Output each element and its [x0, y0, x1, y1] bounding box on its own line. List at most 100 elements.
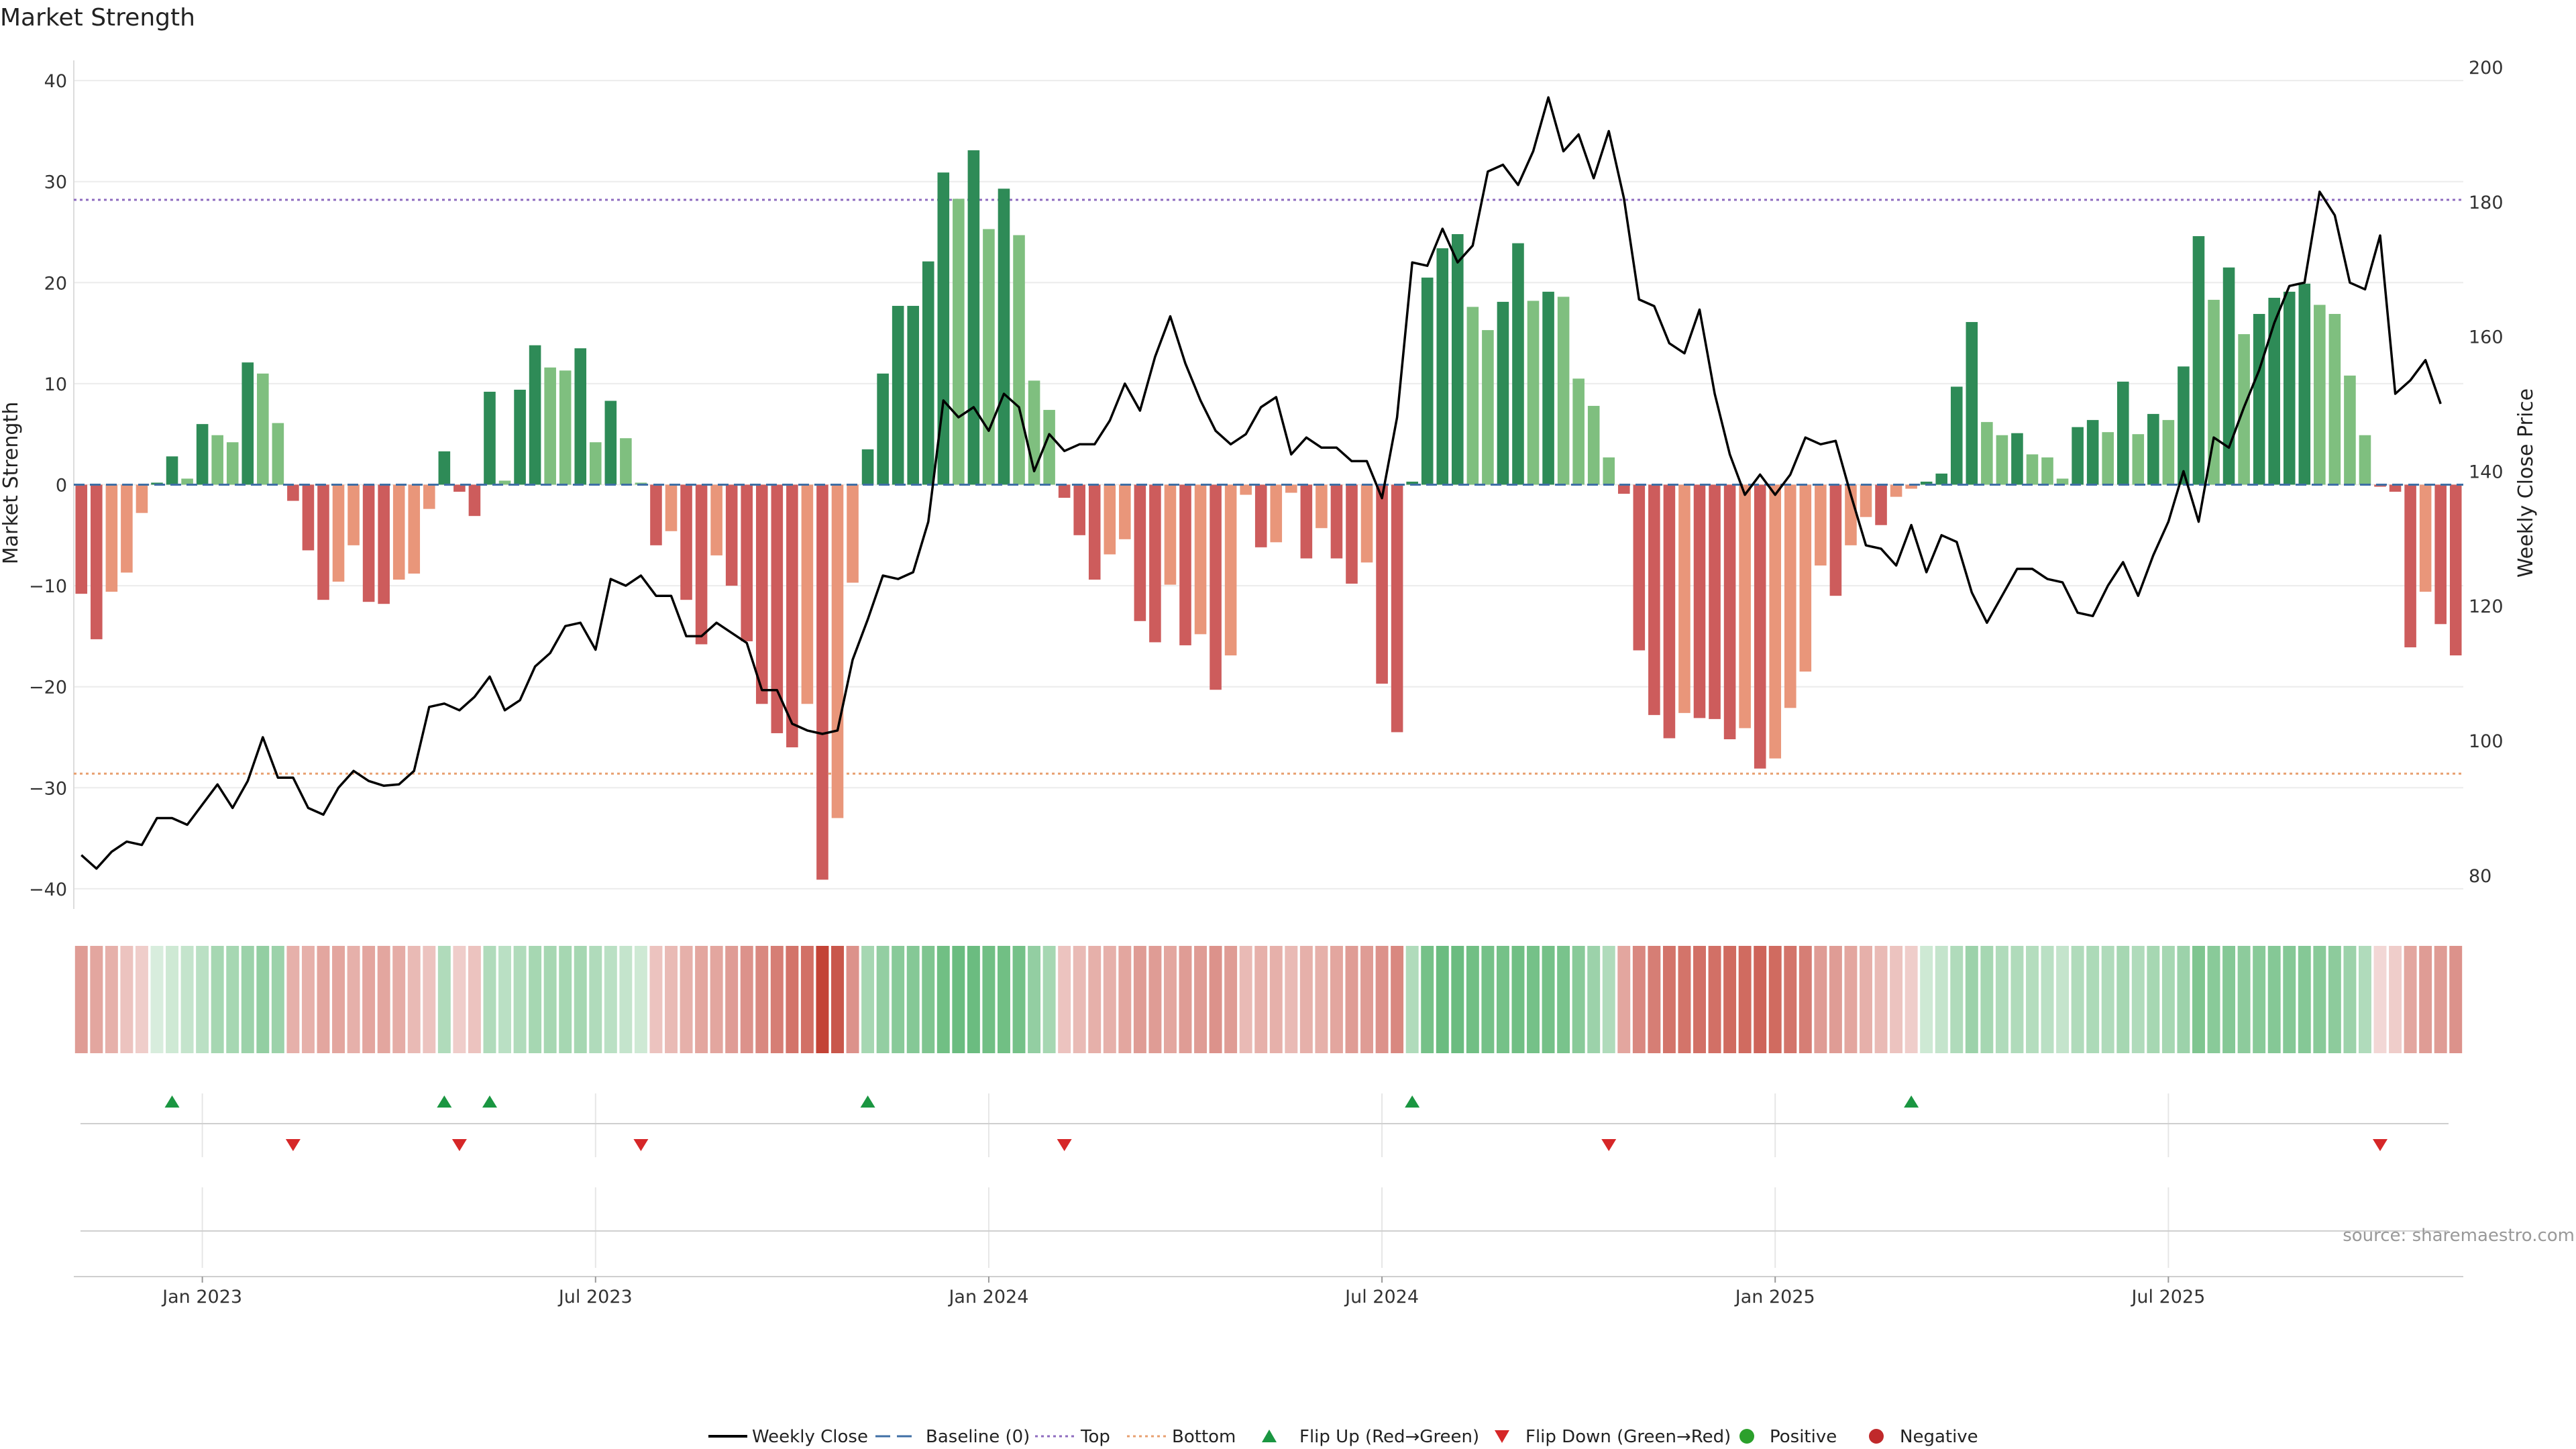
heat-cell	[2071, 946, 2084, 1053]
heat-cell	[1058, 946, 1071, 1053]
flip-up-marker	[482, 1095, 497, 1108]
heat-cell	[574, 946, 587, 1053]
heat-cell	[604, 946, 617, 1053]
heat-cell	[998, 946, 1010, 1053]
heat-cell	[2267, 946, 2281, 1053]
strength-bar	[1678, 484, 1690, 713]
strength-bar	[1300, 484, 1313, 559]
heat-cell	[1874, 946, 1888, 1053]
strength-bar	[1693, 484, 1706, 718]
strength-bar	[922, 261, 934, 485]
strength-bar	[1421, 277, 1434, 485]
strength-bar	[2162, 420, 2175, 485]
strength-bar	[1073, 484, 1085, 535]
strength-bar	[786, 484, 798, 748]
strength-bar	[1013, 235, 1025, 485]
heat-cell	[1904, 946, 1918, 1053]
flip-markers-panel	[80, 1093, 2449, 1268]
strength-bar	[196, 424, 209, 485]
strength-bar	[2222, 267, 2235, 485]
y-tick-label-left: −10	[29, 576, 67, 597]
heat-cell	[1678, 946, 1691, 1053]
strength-bar	[1240, 484, 1252, 495]
y-axes: 403020100−10−20−30−402001801601401201008…	[29, 58, 2504, 900]
heat-cell	[1693, 946, 1706, 1053]
flip-up-marker	[1405, 1095, 1420, 1108]
strength-bar	[105, 484, 118, 592]
heat-cell	[1738, 946, 1752, 1053]
flip-up-marker	[437, 1095, 452, 1108]
heat-cell	[2389, 946, 2402, 1053]
heat-cell	[800, 946, 814, 1053]
heat-cell	[876, 946, 890, 1053]
x-tick-label: Jan 2024	[947, 1287, 1028, 1307]
heat-cell	[1451, 946, 1464, 1053]
heat-cell	[74, 946, 88, 1053]
legend-label: Bottom	[1172, 1427, 1236, 1447]
heat-cell	[695, 946, 708, 1053]
strength-bar	[1572, 378, 1585, 485]
strength-bar	[2419, 484, 2432, 592]
strength-bar	[2116, 381, 2129, 485]
heat-cell	[241, 946, 254, 1053]
strength-bar	[484, 391, 496, 485]
heat-cell	[1527, 946, 1540, 1053]
heat-cell	[1995, 946, 2008, 1053]
heat-cell	[1708, 946, 1721, 1053]
strength-bar	[710, 484, 722, 555]
strength-bar	[1905, 484, 1917, 489]
strength-bar	[1254, 484, 1267, 547]
heat-cell	[2177, 946, 2190, 1053]
strength-bar	[1179, 484, 1191, 645]
strength-bar	[998, 189, 1010, 485]
chart-title: Market Strength	[0, 4, 195, 32]
heat-cell	[922, 946, 935, 1053]
y-tick-label-left: −30	[29, 778, 67, 799]
strength-bar	[1224, 484, 1237, 656]
strength-bar	[136, 484, 148, 513]
heat-cell	[619, 946, 633, 1053]
heat-cell	[1511, 946, 1525, 1053]
heat-cell	[2101, 946, 2114, 1053]
y-tick-label-right: 200	[2469, 58, 2504, 78]
heat-cell	[2116, 946, 2130, 1053]
heat-cell	[2026, 946, 2039, 1053]
heat-cell	[1935, 946, 1948, 1053]
strength-bar	[589, 442, 602, 485]
strength-bar	[831, 484, 844, 818]
strength-bar	[1285, 484, 1297, 493]
strength-bar	[392, 484, 405, 580]
strength-bar	[1845, 484, 1857, 545]
strength-bar	[1981, 422, 1993, 485]
heat-cell	[1844, 946, 1858, 1053]
strength-bar	[453, 484, 466, 492]
strength-bar	[1466, 307, 1479, 485]
strength-bar	[604, 400, 617, 485]
strength-bar	[1935, 473, 1948, 485]
flip-down-marker	[285, 1139, 301, 1151]
strength-bars	[74, 150, 2463, 880]
y-tick-label-right: 80	[2469, 866, 2491, 887]
strength-bar	[1330, 484, 1343, 559]
strength-bar	[544, 367, 556, 485]
heat-cell	[2404, 946, 2417, 1053]
strength-bar	[1452, 234, 1464, 485]
heat-cell	[2237, 946, 2251, 1053]
heat-cell	[166, 946, 179, 1053]
legend-flip-up-icon	[1262, 1430, 1277, 1442]
strength-bar	[121, 484, 133, 573]
strength-bar	[1648, 484, 1660, 715]
strength-bar	[1754, 484, 1766, 769]
heat-cell	[392, 946, 406, 1053]
flip-up-marker	[164, 1095, 180, 1108]
y-tick-label-left: 30	[44, 172, 67, 193]
strength-bar	[166, 456, 178, 485]
strength-bar	[1512, 243, 1524, 485]
heat-cell	[1360, 946, 1374, 1053]
heat-cell	[589, 946, 602, 1053]
heat-cell	[180, 946, 194, 1053]
heat-cell	[1662, 946, 1676, 1053]
heat-cell	[1042, 946, 1056, 1053]
strength-bar	[1723, 484, 1736, 739]
